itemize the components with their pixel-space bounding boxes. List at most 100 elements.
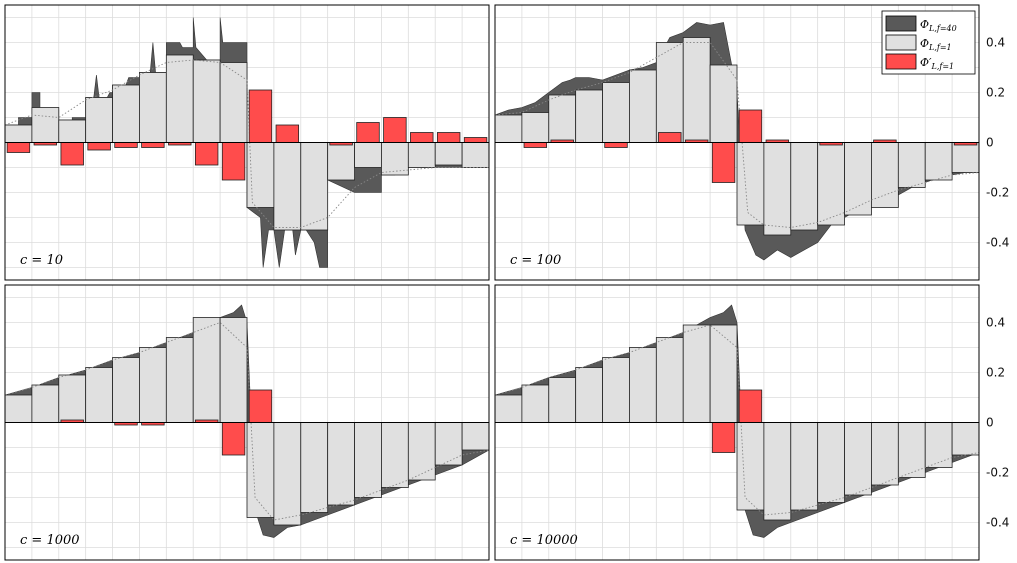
bar-f1-1 bbox=[495, 394, 523, 423]
bar-f1-15 bbox=[381, 422, 409, 488]
bar-f1-3 bbox=[58, 119, 87, 143]
bar-fprime-6 bbox=[141, 142, 165, 148]
bar-fprime-9 bbox=[221, 422, 246, 456]
panel-1: c = 10 bbox=[4, 4, 490, 281]
series-dotted-line bbox=[495, 42, 979, 228]
bar-f1-16 bbox=[897, 142, 926, 188]
bar-f1-16 bbox=[407, 422, 436, 481]
panel-4: c = 10000 -0.4 -0.2 0 0.2 0.4 bbox=[494, 284, 1009, 561]
bar-f1-16 bbox=[897, 422, 926, 478]
y-tick-label: -0.2 bbox=[986, 186, 1009, 200]
y-tick-label: 0 bbox=[986, 416, 994, 430]
bar-f1-7 bbox=[165, 54, 194, 143]
panel-border bbox=[4, 4, 490, 281]
bar-fprime-10 bbox=[248, 89, 273, 143]
bar-f1-2 bbox=[31, 107, 60, 143]
bar-fprime-9 bbox=[711, 422, 736, 453]
bar-fprime-17 bbox=[436, 132, 461, 143]
bar-f1-15 bbox=[871, 142, 899, 208]
bar-f1-6 bbox=[139, 347, 167, 423]
y-tick-label: -0.4 bbox=[986, 516, 1009, 530]
bar-f1-7 bbox=[655, 42, 684, 143]
bar-f1-18 bbox=[951, 142, 979, 173]
bar-f1-8 bbox=[192, 317, 221, 423]
bar-f1-1 bbox=[495, 114, 523, 143]
bar-f1-12 bbox=[300, 422, 329, 513]
bar-f1-1 bbox=[5, 394, 33, 423]
bar-fprime-3 bbox=[60, 142, 84, 166]
panel-border bbox=[494, 284, 980, 561]
bar-f1-18 bbox=[461, 142, 489, 168]
bar-f1-4 bbox=[575, 89, 603, 143]
panel-label: c = 1000 bbox=[20, 533, 80, 548]
bar-f1-2 bbox=[31, 384, 60, 423]
bar-f1-8 bbox=[682, 324, 711, 423]
y-tick-label: 0.4 bbox=[986, 36, 1005, 50]
bar-fprime-7 bbox=[658, 132, 682, 143]
bar-f1-5 bbox=[602, 82, 630, 143]
bar-f1-13 bbox=[327, 422, 355, 506]
bar-f1-3 bbox=[548, 94, 577, 143]
bar-fprime-4 bbox=[87, 142, 111, 151]
bar-fprime-16 bbox=[410, 132, 434, 143]
bar-f1-16 bbox=[407, 142, 436, 168]
bar-f1-6 bbox=[629, 347, 657, 423]
panel-border bbox=[4, 284, 490, 561]
bar-fprime-10 bbox=[248, 389, 273, 423]
bar-f1-11 bbox=[273, 142, 302, 231]
bar-f1-17 bbox=[924, 422, 953, 468]
bar-f1-10 bbox=[736, 142, 765, 226]
bar-fprime-2 bbox=[523, 142, 548, 148]
legend-label-f40: ΦL,f=40 bbox=[920, 18, 957, 33]
bar-f1-5 bbox=[602, 357, 630, 423]
bar-f1-7 bbox=[655, 337, 684, 423]
bar-fprime-9 bbox=[221, 142, 246, 181]
y-tick-label: -0.4 bbox=[986, 236, 1009, 250]
bar-f1-2 bbox=[521, 112, 550, 143]
bar-fprime-5 bbox=[604, 142, 628, 148]
bar-f1-5 bbox=[112, 357, 140, 423]
bar-f1-13 bbox=[817, 142, 845, 226]
panel-label: c = 100 bbox=[510, 253, 561, 268]
bar-f1-10 bbox=[736, 422, 765, 511]
bar-f1-10 bbox=[246, 422, 275, 518]
bar-f1-8 bbox=[682, 37, 711, 143]
legend: ΦL,f=40 ΦL,f=1 Φ′L,f=1 bbox=[881, 10, 976, 75]
bar-fprime-1 bbox=[6, 142, 31, 153]
bar-f1-17 bbox=[924, 142, 953, 181]
bar-f1-9 bbox=[219, 62, 248, 143]
bar-f1-2 bbox=[521, 384, 550, 423]
bar-fprime-11 bbox=[275, 124, 300, 143]
bar-fprime-10 bbox=[738, 109, 763, 143]
bar-f1-14 bbox=[844, 142, 872, 216]
bar-f1-15 bbox=[381, 142, 409, 176]
bar-f1-18 bbox=[951, 422, 979, 456]
bar-fprime-18 bbox=[463, 137, 488, 143]
bar-fprime-15 bbox=[383, 117, 407, 143]
bar-f1-14 bbox=[354, 142, 382, 168]
bar-fprime-9 bbox=[711, 142, 736, 183]
legend-swatch-f40 bbox=[885, 15, 917, 32]
bar-f1-3 bbox=[58, 374, 87, 423]
bar-f1-4 bbox=[85, 367, 113, 423]
panel-border bbox=[494, 4, 980, 281]
bar-f1-9 bbox=[219, 317, 248, 423]
bar-f1-13 bbox=[817, 422, 845, 503]
bar-f1-14 bbox=[354, 422, 382, 498]
bar-f1-4 bbox=[575, 367, 603, 423]
bar-f1-12 bbox=[790, 142, 819, 231]
bar-f1-13 bbox=[327, 142, 355, 181]
panel-label: c = 10000 bbox=[510, 533, 578, 548]
bar-f1-1 bbox=[5, 124, 33, 143]
y-tick-label: 0.2 bbox=[986, 366, 1005, 380]
bar-fprime-8 bbox=[194, 142, 219, 166]
bar-f1-11 bbox=[273, 422, 302, 526]
y-tick-label: 0.4 bbox=[986, 316, 1005, 330]
bar-f1-5 bbox=[112, 84, 140, 143]
bar-f1-17 bbox=[434, 422, 463, 466]
bar-f1-12 bbox=[790, 422, 819, 511]
bar-f1-18 bbox=[461, 422, 489, 451]
bar-fprime-14 bbox=[356, 122, 380, 143]
legend-label-f1: ΦL,f=1 bbox=[920, 37, 952, 52]
